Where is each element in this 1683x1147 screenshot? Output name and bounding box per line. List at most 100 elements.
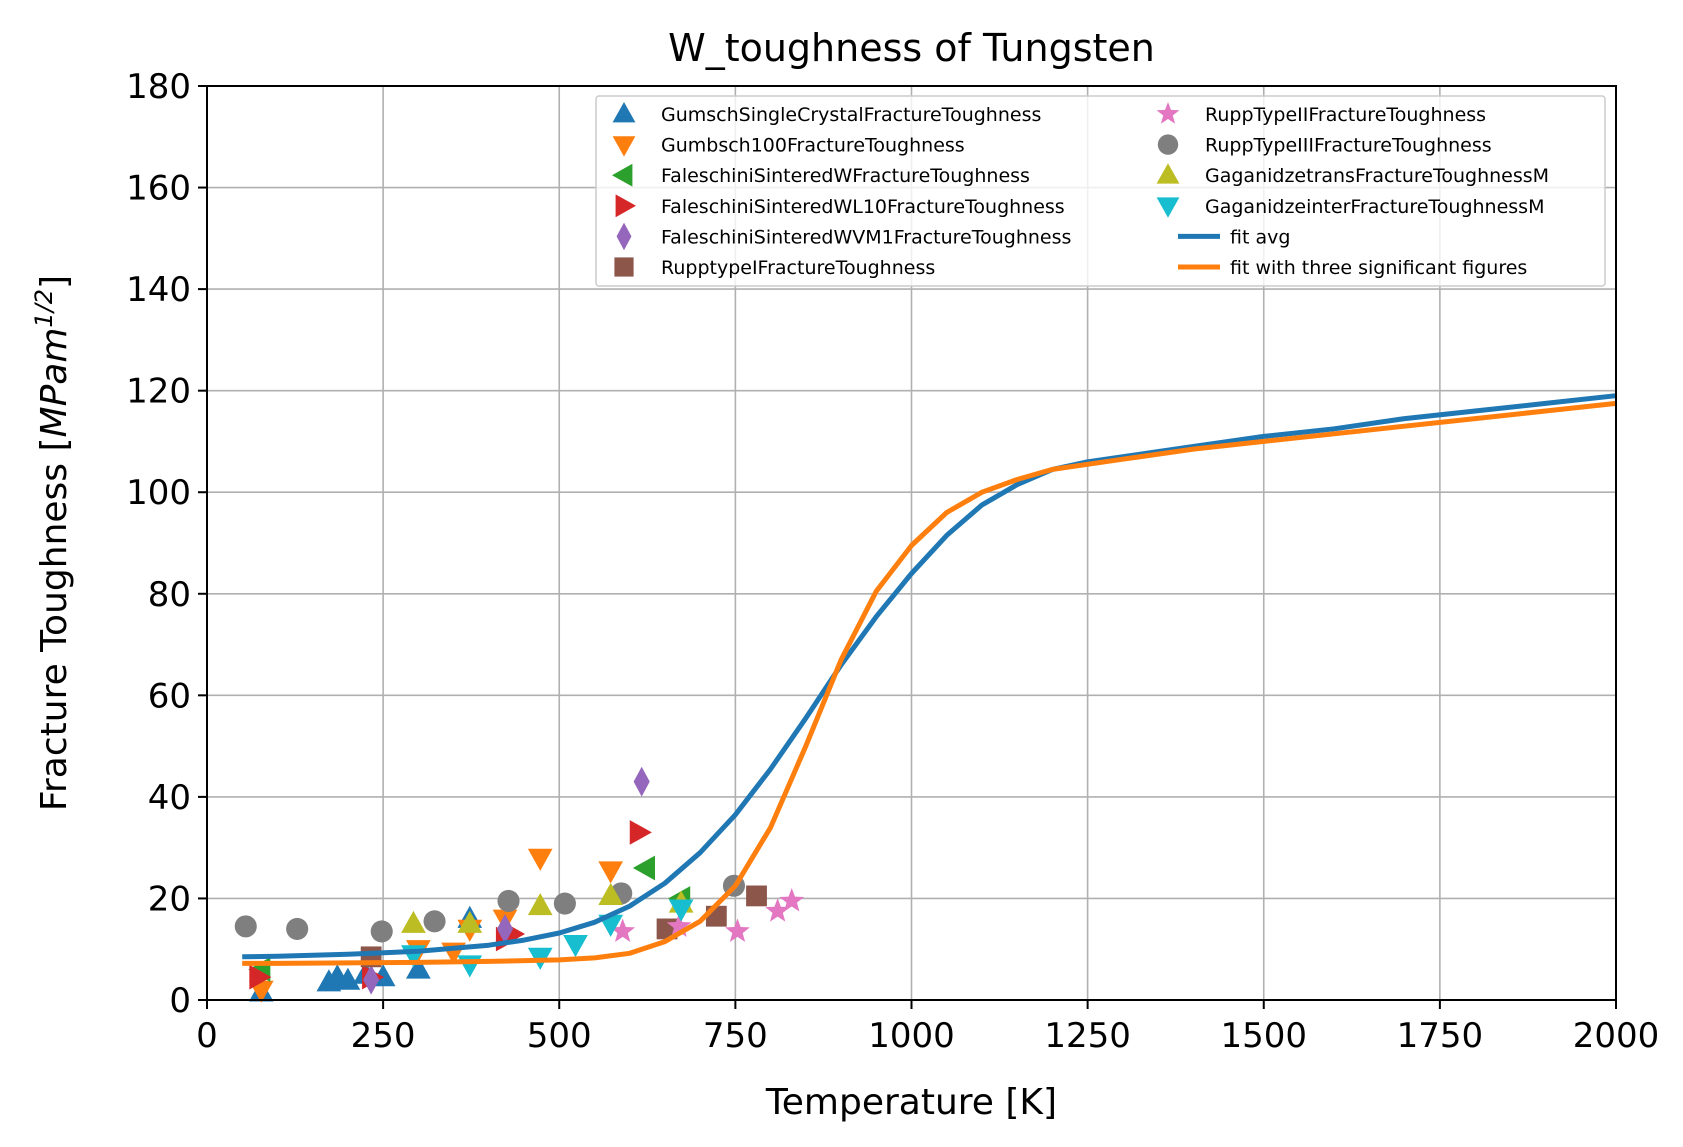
point-faleschinisinteredwvm1fracturetoughness <box>363 964 380 995</box>
legend-label: fit with three significant figures <box>1230 257 1527 279</box>
legend-label: GaganidzetransFractureToughnessM <box>1205 165 1549 187</box>
y-tick-label: 180 <box>126 67 191 107</box>
point-rupptypeiifracturetoughness <box>666 913 692 937</box>
x-axis: 0 250 500 750 1000 1250 1500 1750 2000 <box>196 1000 1659 1056</box>
line-fit-with-three-significant-figures <box>242 400 1617 966</box>
point-rupptypeiifracturetoughness <box>765 898 791 922</box>
point-faleschinisinteredwfracturetoughness <box>632 855 656 881</box>
legend-entry-gaganidzeinterfracturetoughnessm: GaganidzeinterFractureToughnessM <box>1156 196 1544 218</box>
legend-entry-gumschsinglecrystalfracturetoughness: GumschSingleCrystalFractureToughness <box>612 102 1041 126</box>
point-rupptypeiiifracturetoughness <box>286 917 309 940</box>
series-rupptypeiiifracturetoughness <box>234 874 746 943</box>
legend-box <box>595 95 1606 287</box>
y-tick-label: 80 <box>148 575 191 615</box>
legend: GumschSingleCrystalFractureToughness Gumb… <box>595 95 1606 287</box>
point-gaganidzeinterfracturetoughnessm <box>563 935 588 958</box>
point-faleschinisinteredwvm1fracturetoughness <box>496 913 514 944</box>
legend-label: RuppTypeIIIFractureToughness <box>1205 135 1492 157</box>
point-rupptypeiiifracturetoughness <box>553 892 576 915</box>
point-faleschinisinteredwl10fracturetoughness <box>249 964 272 990</box>
y-tick-label: 20 <box>148 879 191 919</box>
legend-swatch <box>1156 102 1180 124</box>
legend-swatch <box>614 257 634 277</box>
y-tick-label: 0 <box>169 981 191 1021</box>
y-tick-label: 60 <box>148 676 191 716</box>
legend-swatch <box>616 222 632 251</box>
series-fit-avg <box>242 393 1617 960</box>
point-rupptypeiiifracturetoughness <box>497 889 520 913</box>
point-faleschinisinteredwvm1fracturetoughness <box>633 766 650 797</box>
x-tick-label: 2000 <box>1573 1016 1660 1056</box>
line-fit-avg <box>242 393 1617 960</box>
x-tick-label: 1500 <box>1220 1016 1307 1056</box>
legend-swatch <box>1156 197 1180 218</box>
legend-swatch <box>612 102 636 123</box>
x-tick-label: 0 <box>196 1016 218 1056</box>
legend-entry-rupptypeiifracturetoughness: RuppTypeIIFractureToughness <box>1156 102 1486 126</box>
point-rupptypeiifracturetoughness <box>779 887 805 912</box>
y-tick-label: 120 <box>126 372 191 412</box>
y-axis-title-exponent: 1/2 <box>30 289 58 328</box>
x-tick-label: 500 <box>527 1016 592 1056</box>
point-gumbsch100fracturetoughness <box>598 861 624 884</box>
point-rupptypeiifracturetoughness <box>725 918 750 942</box>
legend-entry-faleschinisinteredwfracturetoughness: FaleschiniSinteredWFractureToughness <box>612 163 1030 187</box>
point-gaganidzetransfracturetoughnessm <box>401 910 426 933</box>
legend-entry-rupptypeiiifracturetoughness: RuppTypeIIIFractureToughness <box>1157 134 1492 157</box>
series-faleschinisinteredwvm1fracturetoughness <box>363 766 650 995</box>
legend-swatch <box>612 163 633 187</box>
legend-entry-fit-with-three-significant-figures: fit with three significant figures <box>1178 257 1527 279</box>
legend-entry-gaganidzetransfracturetoughnessm: GaganidzetransFractureToughnessM <box>1156 163 1549 187</box>
point-gaganidzetransfracturetoughnessm <box>527 893 553 916</box>
legend-label: fit avg <box>1230 226 1290 248</box>
legend-swatch <box>1157 134 1179 155</box>
point-faleschinisinteredwl10fracturetoughness <box>629 820 652 845</box>
x-axis-title: Temperature [K] <box>765 1082 1057 1123</box>
legend-entry-fit-avg: fit avg <box>1178 226 1290 248</box>
y-axis-title-close: ] <box>34 275 75 289</box>
y-axis: 0 20 40 60 80 100 120 140 160 180 <box>126 67 207 1021</box>
point-rupptypeiifracturetoughness <box>610 918 636 942</box>
series-rupptypeiifracturetoughness <box>610 887 805 942</box>
point-rupptypeiiifracturetoughness <box>370 920 393 943</box>
legend-label: FaleschiniSinteredWL10FractureToughness <box>661 196 1065 218</box>
x-tick-label: 1250 <box>1044 1016 1131 1056</box>
y-axis-title-unit: MPam <box>34 328 75 438</box>
y-tick-label: 160 <box>126 169 191 209</box>
series-fit-with-three-significant-figures <box>242 400 1617 966</box>
y-axis-title: Fracture Toughness [MPam1/2] <box>30 275 75 811</box>
legend-label: FaleschiniSinteredWFractureToughness <box>661 165 1030 187</box>
x-tick-label: 1750 <box>1397 1016 1484 1056</box>
point-rupptypeifracturetoughness <box>746 885 767 907</box>
legend-swatch <box>612 136 636 157</box>
x-tick-label: 1000 <box>868 1016 955 1056</box>
legend-entry-faleschinisinteredwvm1fracturetoughness: FaleschiniSinteredWVM1FractureToughness <box>616 222 1071 251</box>
legend-label: GumschSingleCrystalFractureToughness <box>661 104 1041 126</box>
legend-swatch <box>1156 163 1180 184</box>
legend-label: GaganidzeinterFractureToughnessM <box>1205 196 1544 218</box>
y-axis-title-base: Fracture Toughness [ <box>34 437 75 811</box>
legend-label: RuppTypeIIFractureToughness <box>1205 104 1486 126</box>
x-tick-label: 750 <box>703 1016 768 1056</box>
point-gumbsch100fracturetoughness <box>527 848 553 871</box>
legend-label: Gumbsch100FractureToughness <box>661 135 965 157</box>
legend-label: FaleschiniSinteredWVM1FractureToughness <box>661 226 1071 248</box>
legend-entry-faleschinisinteredwl10fracturetoughness: FaleschiniSinteredWL10FractureToughness <box>615 194 1065 218</box>
point-gaganidzetransfracturetoughnessm <box>598 882 624 906</box>
point-gaganidzetransfracturetoughnessm <box>457 910 483 933</box>
legend-label: RupptypeIFractureToughness <box>661 257 935 279</box>
y-tick-label: 100 <box>126 473 191 513</box>
point-rupptypeiiifracturetoughness <box>423 910 446 933</box>
legend-entry-gumbsch100fracturetoughness: Gumbsch100FractureToughness <box>612 135 965 157</box>
legend-entry-rupptypeifracturetoughness: RupptypeIFractureToughness <box>614 257 935 279</box>
point-gumschsinglecrystalfracturetoughness <box>335 967 361 990</box>
point-rupptypeiiifracturetoughness <box>234 915 257 938</box>
legend-swatch <box>615 194 636 218</box>
y-tick-label: 140 <box>126 270 191 310</box>
point-gumschsinglecrystalfracturetoughness <box>406 956 431 979</box>
chart-title: W_toughness of Tungsten <box>668 26 1155 70</box>
plot-area <box>234 393 1617 1003</box>
y-tick-label: 40 <box>148 778 191 818</box>
x-tick-label: 250 <box>351 1016 416 1056</box>
